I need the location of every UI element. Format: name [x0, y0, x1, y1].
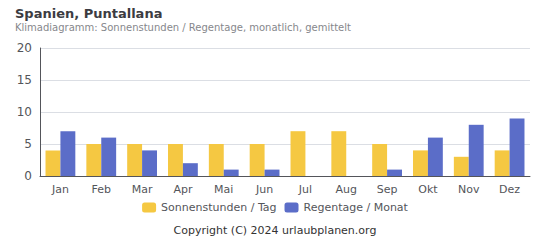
svg-text:Copyright (C) 2024 urlaubplane: Copyright (C) 2024 urlaubplanen.org	[174, 224, 377, 237]
svg-text:Okt: Okt	[418, 183, 438, 196]
svg-text:Mai: Mai	[214, 183, 233, 196]
svg-text:10: 10	[17, 105, 32, 119]
svg-text:Jan: Jan	[51, 183, 69, 196]
svg-text:Klimadiagramm: Sonnenstunden /: Klimadiagramm: Sonnenstunden / Regentage…	[15, 22, 351, 33]
svg-text:Feb: Feb	[92, 183, 111, 196]
svg-text:0: 0	[24, 169, 32, 183]
svg-text:Sonnenstunden / Tag: Sonnenstunden / Tag	[161, 201, 276, 214]
svg-text:Nov: Nov	[458, 183, 480, 196]
svg-text:Spanien, Puntallana: Spanien, Puntallana	[15, 6, 162, 21]
svg-text:Jun: Jun	[255, 183, 273, 196]
svg-text:Sep: Sep	[377, 183, 398, 196]
svg-text:Mar: Mar	[132, 183, 153, 196]
svg-text:15: 15	[17, 73, 32, 87]
svg-text:Jul: Jul	[298, 183, 312, 196]
svg-text:Dez: Dez	[499, 183, 520, 196]
svg-text:Aug: Aug	[336, 183, 357, 196]
svg-text:20: 20	[17, 41, 32, 55]
svg-text:Apr: Apr	[173, 183, 193, 196]
svg-text:Regentage / Monat: Regentage / Monat	[304, 201, 409, 214]
svg-text:5: 5	[24, 137, 32, 151]
